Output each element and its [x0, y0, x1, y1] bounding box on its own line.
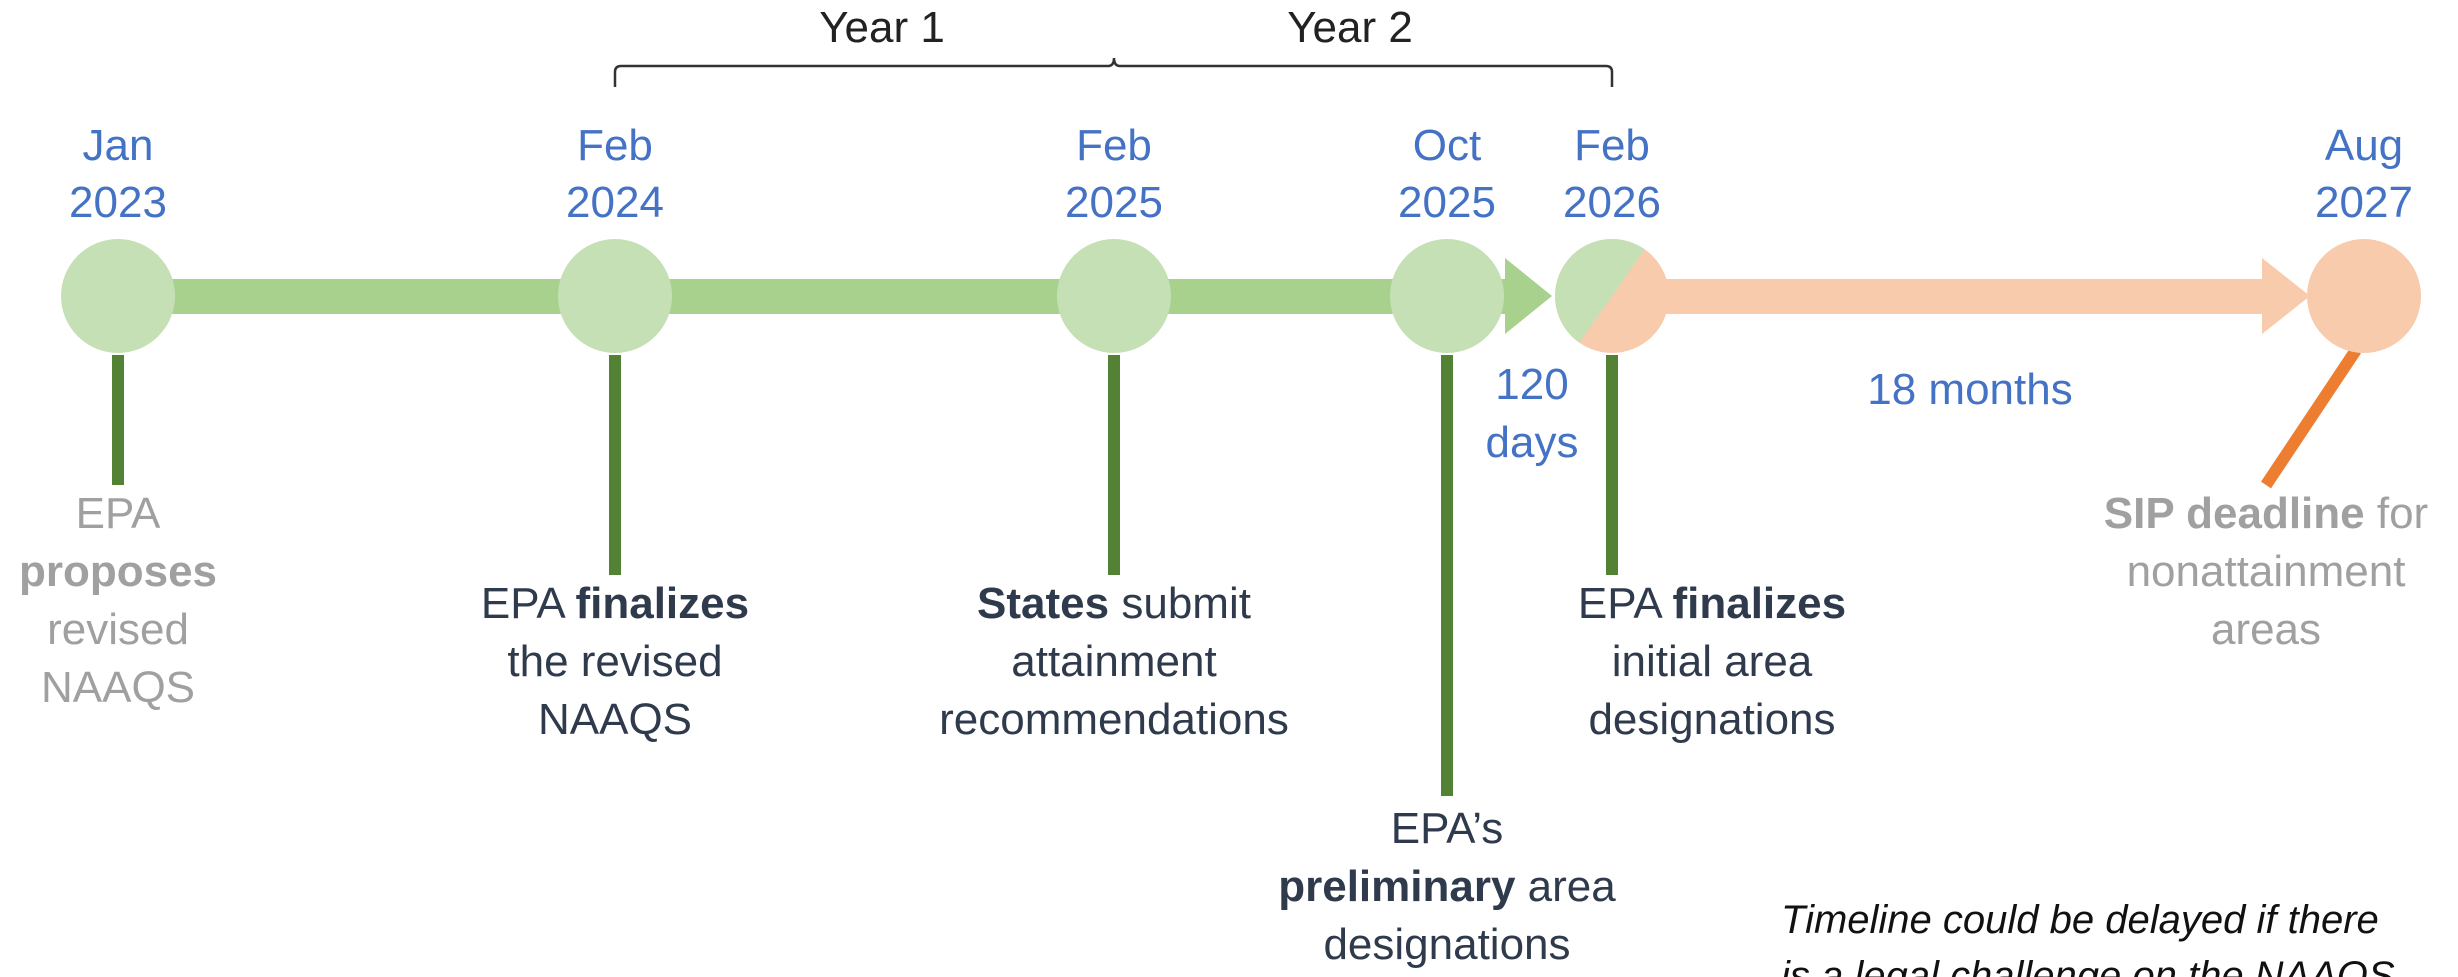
description: NAAQS [538, 695, 692, 744]
date-year: 2026 [1563, 178, 1661, 227]
duration: 18 months [1867, 365, 2072, 414]
text: NAAQS [41, 663, 195, 712]
text: initial area [1612, 637, 1813, 686]
description: EPA finalizes [1578, 579, 1846, 628]
text: EPA’s [1391, 804, 1504, 853]
description: designations [1323, 920, 1570, 969]
date-month: Feb [577, 121, 653, 170]
period-label: Year 1 [819, 3, 945, 52]
date-year: 2024 [566, 178, 664, 227]
description: EPA [76, 489, 161, 538]
text: revised [47, 605, 189, 654]
milestone-circle [2307, 239, 2421, 353]
bold-text: finalizes [1672, 579, 1846, 628]
description: areas [2211, 605, 2321, 654]
text: submit [1109, 579, 1251, 628]
description: nonattainment [2127, 547, 2406, 596]
bold-text: proposes [19, 547, 217, 596]
milestone-circle [1390, 239, 1504, 353]
description: preliminary area [1278, 862, 1616, 911]
description: proposes [19, 547, 217, 596]
date-year: 2023 [69, 178, 167, 227]
text: nonattainment [2127, 547, 2406, 596]
milestone-half [1555, 239, 1645, 343]
description: NAAQS [41, 663, 195, 712]
date-year: 2027 [2315, 178, 2413, 227]
description: EPA finalizes [481, 579, 749, 628]
date-year: 2025 [1065, 178, 1163, 227]
date-month: Oct [1413, 121, 1481, 170]
text: attainment [1011, 637, 1216, 686]
text: designations [1323, 920, 1570, 969]
description: EPA’s [1391, 804, 1504, 853]
date-year: 2025 [1398, 178, 1496, 227]
orange-bar [1612, 279, 2272, 314]
text: EPA [1578, 579, 1673, 628]
description: initial area [1612, 637, 1813, 686]
period-label: Year 2 [1287, 3, 1413, 52]
text: area [1515, 862, 1616, 911]
date-month: Feb [1076, 121, 1152, 170]
bold-text: SIP deadline [2104, 489, 2365, 538]
note: Timeline could be delayed if there [1781, 898, 2379, 942]
milestone-circle [1057, 239, 1171, 353]
text: NAAQS [538, 695, 692, 744]
description: designations [1588, 695, 1835, 744]
description: States submit [977, 579, 1251, 628]
bold-text: States [977, 579, 1109, 628]
bold-text: preliminary [1278, 862, 1516, 911]
bold-text: finalizes [575, 579, 749, 628]
text: areas [2211, 605, 2321, 654]
green-arrowhead [1505, 258, 1552, 334]
text: recommendations [939, 695, 1289, 744]
description: recommendations [939, 695, 1289, 744]
stem [2261, 346, 2361, 489]
note: is a legal challenge on the NAAQS. [1781, 954, 2406, 977]
duration: 120 [1495, 360, 1568, 409]
description: the revised [507, 637, 722, 686]
text: designations [1588, 695, 1835, 744]
description: SIP deadline for [2104, 489, 2428, 538]
description: revised [47, 605, 189, 654]
date-month: Aug [2325, 121, 2403, 170]
text: the revised [507, 637, 722, 686]
milestone-circle [61, 239, 175, 353]
text: EPA [481, 579, 576, 628]
description: attainment [1011, 637, 1216, 686]
text: EPA [76, 489, 161, 538]
text: for [2365, 489, 2429, 538]
bracket [613, 57, 1614, 87]
date-month: Feb [1574, 121, 1650, 170]
duration: days [1486, 418, 1579, 467]
date-month: Jan [83, 121, 154, 170]
orange-arrowhead [2262, 258, 2310, 334]
green-bar [118, 279, 1518, 314]
milestone-circle [558, 239, 672, 353]
